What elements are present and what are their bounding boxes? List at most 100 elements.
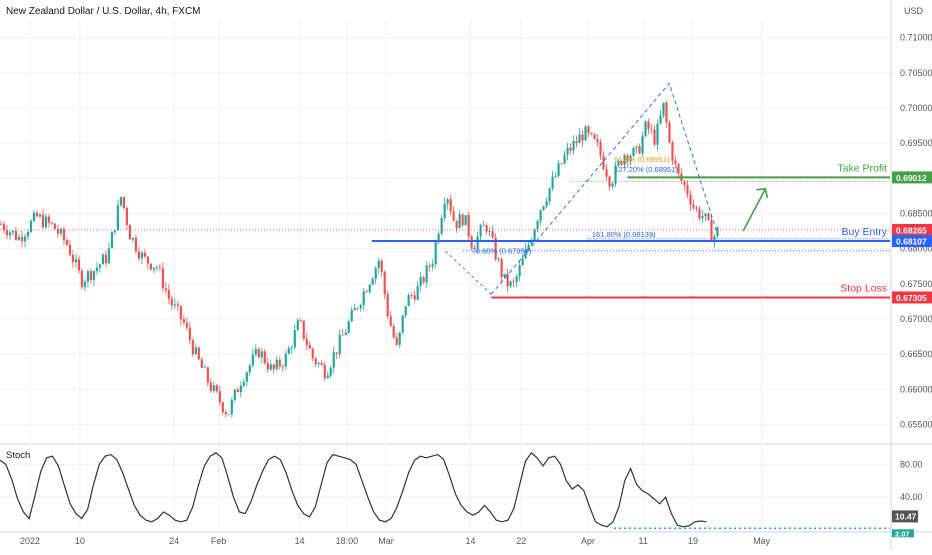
candle-body bbox=[647, 121, 650, 129]
candle bbox=[449, 194, 452, 216]
y-tick-label: 0.67500 bbox=[900, 279, 932, 289]
candle-body bbox=[194, 347, 197, 355]
candle bbox=[140, 250, 143, 265]
candle-body bbox=[119, 197, 123, 206]
candle-body bbox=[245, 372, 248, 383]
candle-body bbox=[92, 271, 96, 281]
candle bbox=[77, 255, 81, 275]
candle-body bbox=[644, 121, 647, 137]
candle-body bbox=[41, 214, 45, 228]
candle bbox=[431, 259, 434, 271]
candle bbox=[392, 323, 395, 339]
buy-entry-label: Buy Entry bbox=[841, 226, 887, 238]
candle-body bbox=[602, 155, 605, 170]
y-tick-label: 0.65500 bbox=[900, 419, 932, 429]
stoch-tick-label: 80.00 bbox=[900, 459, 923, 469]
candle-body bbox=[230, 399, 233, 415]
candle bbox=[71, 250, 75, 268]
candle-body bbox=[629, 155, 632, 162]
candle-body bbox=[191, 340, 194, 355]
candle-body bbox=[542, 206, 545, 210]
candle-body bbox=[170, 298, 173, 306]
candle-body bbox=[452, 211, 455, 221]
fib-786-label: 78.60% (0.67954) bbox=[472, 247, 532, 256]
candle-body bbox=[386, 294, 389, 317]
candle-body bbox=[107, 248, 111, 263]
candle bbox=[593, 133, 596, 140]
candle-body bbox=[35, 212, 39, 217]
candle bbox=[323, 361, 326, 382]
candle-body bbox=[554, 175, 557, 177]
candle-body bbox=[314, 358, 317, 364]
candle bbox=[458, 210, 461, 229]
chart-title: New Zealand Dollar / U.S. Dollar, 4h, FX… bbox=[6, 6, 201, 17]
candle-body bbox=[365, 291, 368, 293]
candle-body bbox=[395, 337, 398, 345]
candle bbox=[518, 260, 521, 281]
candle bbox=[266, 357, 269, 374]
candle-body bbox=[221, 402, 224, 413]
candle-body bbox=[371, 278, 374, 285]
candle-body bbox=[320, 363, 323, 365]
candle bbox=[224, 409, 227, 418]
candle bbox=[677, 163, 680, 179]
candle-body bbox=[125, 207, 129, 226]
candle-body bbox=[326, 375, 329, 379]
candle bbox=[404, 306, 407, 319]
candle bbox=[413, 290, 416, 303]
axes: 0.710000.705000.700000.695000.690000.685… bbox=[20, 33, 932, 546]
candle bbox=[509, 280, 512, 289]
candle bbox=[98, 263, 102, 273]
candle bbox=[371, 276, 374, 286]
candle-body bbox=[446, 199, 449, 204]
candle-body bbox=[464, 215, 467, 226]
candle bbox=[641, 132, 644, 157]
candle bbox=[479, 223, 482, 242]
candle bbox=[599, 138, 602, 160]
candle bbox=[602, 150, 605, 171]
candle bbox=[245, 370, 248, 387]
candle-body bbox=[305, 338, 308, 345]
candle-body bbox=[143, 252, 146, 257]
y-tick-label: 0.66000 bbox=[900, 384, 932, 394]
candle bbox=[575, 135, 578, 148]
candle-body bbox=[557, 163, 560, 176]
candle-body bbox=[518, 265, 521, 277]
candle bbox=[20, 230, 24, 248]
candle bbox=[389, 310, 392, 327]
candle bbox=[446, 197, 449, 210]
candle-body bbox=[278, 359, 281, 367]
candle bbox=[287, 345, 290, 355]
candle bbox=[152, 267, 155, 274]
candle bbox=[578, 128, 581, 143]
candle bbox=[545, 197, 548, 209]
candle bbox=[551, 170, 554, 191]
candle bbox=[356, 307, 359, 311]
pattern-dashed-line bbox=[490, 82, 717, 295]
y-tick-label: 0.69500 bbox=[900, 138, 932, 148]
candle-body bbox=[482, 225, 485, 227]
candle-body bbox=[650, 128, 653, 130]
candle bbox=[659, 109, 662, 125]
candle-body bbox=[14, 231, 18, 240]
candle-body bbox=[347, 321, 350, 333]
candle-body bbox=[89, 271, 93, 281]
candle bbox=[182, 315, 185, 326]
candle-body bbox=[200, 359, 203, 368]
candle-body bbox=[323, 364, 326, 379]
x-tick-label: 10 bbox=[75, 536, 85, 546]
candle-body bbox=[581, 134, 584, 141]
candle-body bbox=[260, 351, 263, 358]
candle-body bbox=[302, 320, 305, 339]
candle bbox=[50, 221, 54, 226]
candle-body bbox=[116, 205, 120, 231]
candle bbox=[548, 187, 551, 205]
candle-body bbox=[167, 290, 170, 299]
candle-body bbox=[533, 229, 536, 241]
candle-body bbox=[539, 209, 542, 221]
candle bbox=[542, 205, 545, 212]
candle-body bbox=[662, 102, 665, 116]
candle-body bbox=[164, 288, 167, 291]
